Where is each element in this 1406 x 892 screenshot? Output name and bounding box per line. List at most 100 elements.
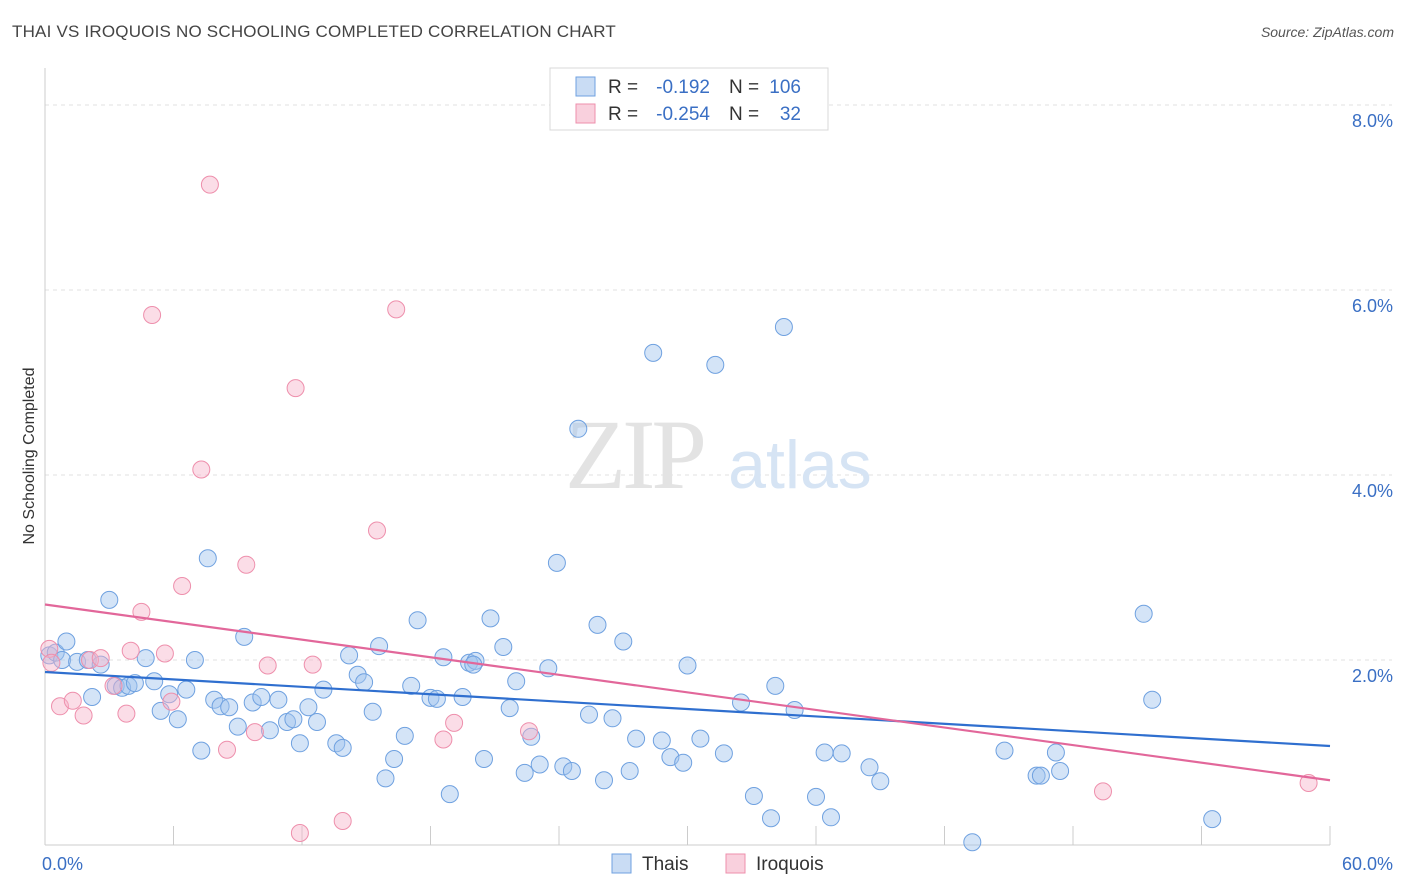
stats-r-value-thais: -0.192 — [656, 77, 710, 98]
point-thais — [674, 753, 693, 772]
point-thais — [547, 553, 566, 572]
point-iroquois — [258, 656, 277, 675]
point-thais — [136, 649, 155, 668]
point-thais — [614, 632, 633, 651]
stats-r-label-iroquois: R = — [608, 104, 638, 125]
point-thais — [1051, 762, 1070, 780]
point-thais — [205, 690, 224, 709]
point-thais — [871, 772, 890, 791]
point-thais — [185, 651, 204, 669]
point-thais — [554, 757, 573, 776]
point-thais — [192, 741, 211, 760]
point-thais — [1046, 743, 1065, 762]
point-thais — [327, 734, 346, 753]
point-thais — [333, 738, 352, 757]
point-thais — [515, 763, 534, 782]
trend-line-iroquois — [44, 603, 1331, 782]
stats-legend: R = -0.192 N = 106 R = -0.254 N = 32 — [549, 67, 829, 131]
legend-swatch-iroquois — [725, 853, 746, 874]
stats-n-value-thais: 106 — [769, 77, 801, 98]
point-thais — [299, 698, 318, 717]
stats-r-label-thais: R = — [608, 77, 638, 98]
point-thais — [376, 769, 395, 788]
scatter-points — [40, 175, 1318, 852]
point-thais — [53, 651, 72, 669]
point-thais — [860, 758, 879, 777]
point-thais — [363, 702, 382, 721]
point-thais — [308, 713, 326, 731]
point-thais — [995, 741, 1014, 760]
point-iroquois — [286, 379, 305, 398]
x-tick-label: 0.0% — [42, 854, 83, 874]
point-iroquois — [333, 812, 352, 830]
point-iroquois — [290, 824, 309, 842]
point-thais — [269, 690, 288, 709]
point-thais — [385, 750, 404, 768]
trend-lines — [44, 603, 1331, 782]
point-thais — [807, 787, 825, 806]
point-thais — [100, 590, 119, 609]
stats-n-label-thais: N = — [729, 77, 759, 98]
point-thais — [644, 343, 663, 362]
point-thais — [440, 785, 459, 804]
point-thais — [125, 674, 144, 693]
y-tick-labels: 2.0% 4.0% 6.0% 8.0% — [1352, 111, 1393, 686]
point-iroquois — [143, 306, 162, 324]
point-thais — [228, 717, 247, 736]
point-iroquois — [91, 649, 110, 668]
point-thais — [168, 710, 187, 729]
point-thais — [427, 689, 446, 708]
point-thais — [314, 680, 333, 699]
point-thais — [243, 693, 262, 712]
point-thais — [588, 615, 607, 634]
point-thais — [762, 809, 780, 828]
point-thais — [774, 318, 793, 336]
stats-swatch-thais — [575, 76, 596, 97]
point-thais — [160, 685, 179, 704]
point-iroquois — [192, 460, 211, 479]
point-thais — [91, 655, 110, 674]
point-thais — [1027, 766, 1046, 785]
point-iroquois — [520, 722, 538, 741]
y-tick-label: 8.0% — [1352, 111, 1393, 131]
point-iroquois — [173, 577, 192, 595]
point-thais — [395, 726, 414, 745]
point-thais — [284, 710, 303, 729]
point-iroquois — [434, 730, 453, 749]
point-iroquois — [387, 300, 406, 319]
series-legend: Thais Iroquois — [611, 853, 824, 875]
stats-r-value-iroquois: -0.254 — [656, 104, 710, 125]
point-thais — [652, 731, 671, 750]
trend-line-thais — [44, 670, 1331, 748]
stats-legend-box — [549, 67, 829, 131]
point-thais — [290, 734, 309, 753]
y-tick-label: 2.0% — [1352, 666, 1393, 686]
stats-n-label-iroquois: N = — [729, 104, 759, 125]
point-iroquois — [218, 740, 236, 759]
point-thais — [569, 419, 588, 438]
point-thais — [562, 762, 581, 780]
y-axis-label: No Schooling Completed — [21, 368, 38, 545]
point-thais — [1134, 604, 1153, 623]
point-iroquois — [121, 641, 140, 660]
grid-lines — [45, 104, 1392, 661]
point-iroquois — [237, 555, 256, 574]
point-thais — [177, 680, 196, 699]
point-thais — [1203, 810, 1222, 829]
point-thais — [83, 688, 102, 706]
stats-n-value-iroquois: 32 — [780, 104, 801, 125]
legend-label-thais: Thais — [642, 854, 688, 875]
point-thais — [766, 676, 785, 695]
point-thais — [1031, 766, 1050, 785]
point-iroquois — [40, 639, 59, 658]
point-thais — [822, 808, 840, 827]
point-iroquois — [162, 692, 181, 711]
point-thais — [832, 744, 851, 763]
point-thais — [691, 729, 710, 748]
point-thais — [627, 729, 646, 748]
chart-title: THAI VS IROQUOIS NO SCHOOLING COMPLETED … — [12, 22, 616, 41]
point-thais — [507, 672, 526, 691]
legend-swatch-thais — [611, 853, 632, 874]
point-iroquois — [1094, 782, 1112, 801]
